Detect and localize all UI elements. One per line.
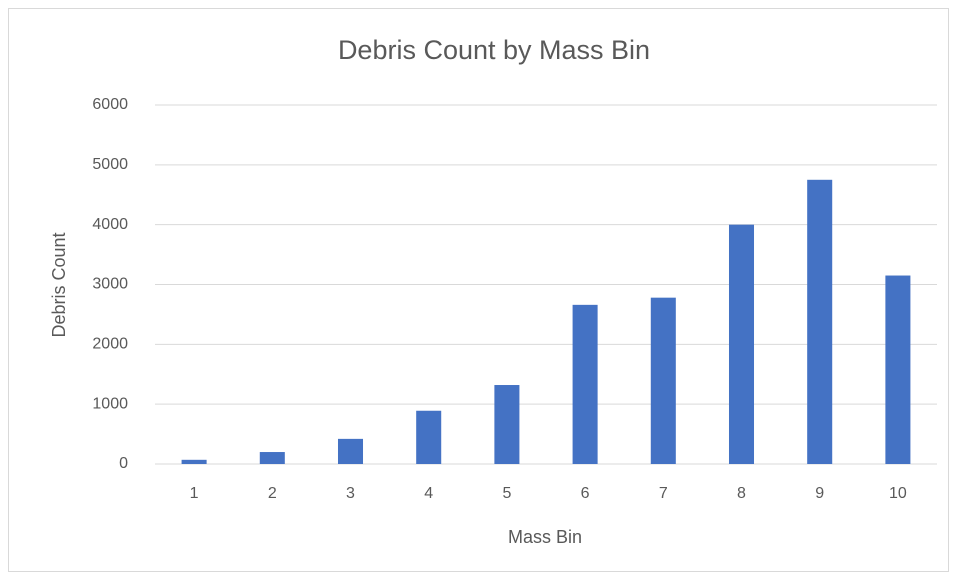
bar — [259, 452, 285, 464]
chart-border — [8, 8, 949, 572]
x-axis-title: Mass Bin — [508, 527, 582, 547]
x-tick-label: 5 — [502, 485, 511, 502]
x-tick-label: 8 — [737, 485, 746, 502]
bar — [728, 224, 755, 464]
bar — [181, 459, 207, 464]
chart-title: Debris Count by Mass Bin — [338, 35, 650, 65]
bar — [572, 304, 598, 464]
x-tick-label: 10 — [889, 485, 907, 502]
y-tick-label: 4000 — [92, 216, 128, 233]
y-tick-label: 0 — [119, 455, 128, 472]
y-tick-label: 5000 — [92, 156, 128, 173]
y-tick-label: 6000 — [92, 96, 128, 113]
x-tick-label: 9 — [815, 485, 824, 502]
x-tick-label: 3 — [346, 485, 355, 502]
bar — [416, 410, 442, 464]
x-tick-label: 2 — [268, 485, 277, 502]
bar — [650, 297, 676, 464]
y-tick-label: 1000 — [92, 395, 128, 412]
y-axis-title: Debris Count — [49, 232, 69, 337]
x-tick-label: 6 — [581, 485, 590, 502]
y-tick-label: 2000 — [92, 336, 128, 353]
bar — [807, 179, 833, 464]
bar — [337, 438, 364, 464]
x-tick-label: 4 — [424, 485, 433, 502]
y-tick-label: 3000 — [92, 276, 128, 293]
x-tick-label: 7 — [659, 485, 668, 502]
bar — [885, 275, 911, 464]
x-tick-label: 1 — [190, 485, 199, 502]
bar — [494, 385, 520, 464]
